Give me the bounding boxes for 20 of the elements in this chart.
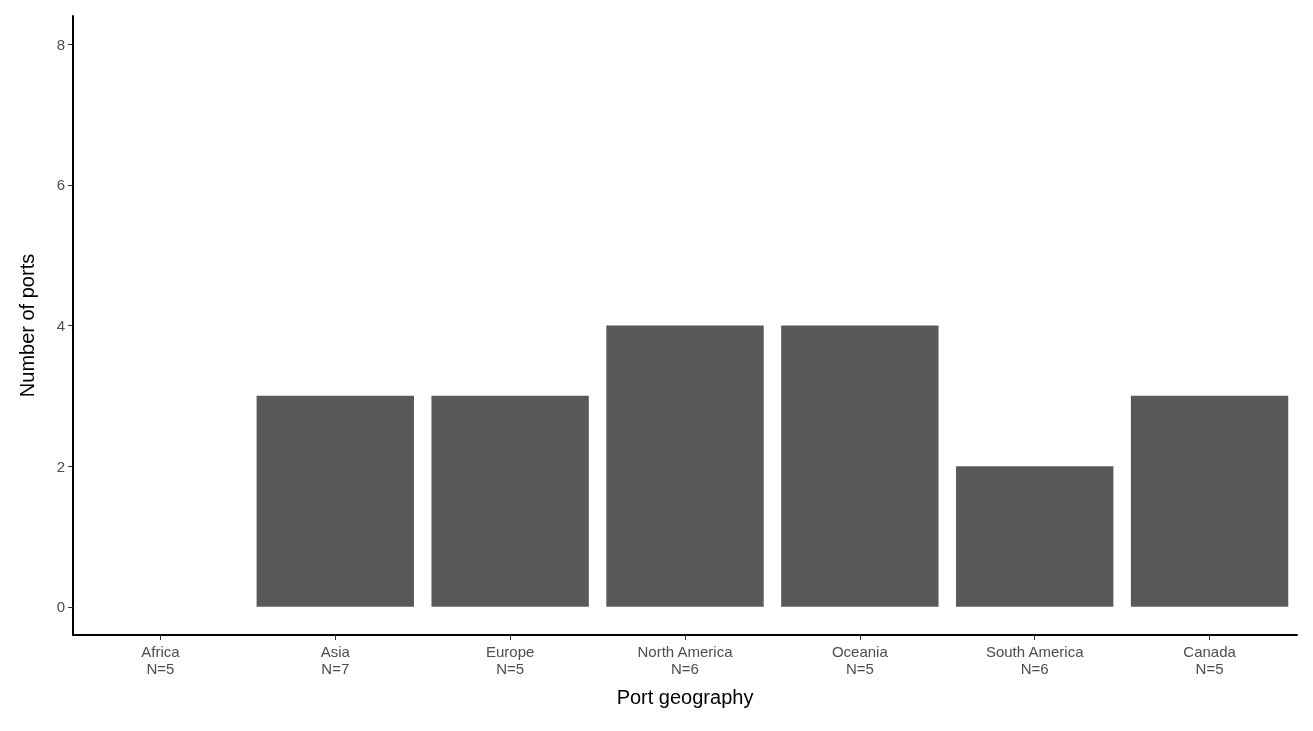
- bar: [956, 466, 1114, 607]
- y-tick-label: 2: [56, 457, 65, 475]
- x-tick-label: Asia N=7: [320, 643, 351, 677]
- y-tick-label: 4: [56, 317, 65, 334]
- x-tick-label: South America N=6: [985, 643, 1085, 677]
- x-tick-label: Canada N=5: [1183, 643, 1237, 677]
- x-axis-title: Port geography: [616, 686, 754, 708]
- bar: [1130, 395, 1289, 607]
- bar: [606, 325, 764, 607]
- x-tick-label: North America N=6: [637, 643, 734, 677]
- x-tick-label: Oceania N=5: [831, 643, 889, 677]
- bar: [431, 395, 589, 607]
- y-axis-title: Number of ports: [16, 253, 38, 398]
- x-tick-label: Europe N=5: [485, 643, 535, 677]
- y-tick-label: 8: [56, 35, 65, 53]
- x-tick-label: Africa N=5: [141, 643, 181, 677]
- bar: [781, 325, 939, 607]
- bar: [256, 395, 414, 607]
- y-tick-label: 0: [56, 598, 65, 616]
- y-tick-label: 6: [56, 176, 65, 194]
